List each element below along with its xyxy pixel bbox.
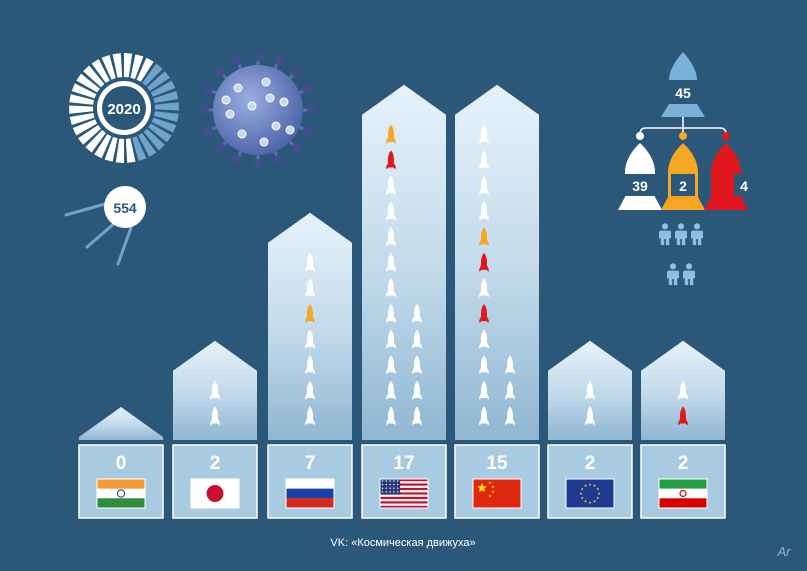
crew-icons xyxy=(659,223,703,286)
failure-rocket: 4 xyxy=(704,143,754,210)
column-japan: 2 xyxy=(172,340,258,519)
value-label-europe: 2 xyxy=(585,453,596,474)
branch-lines xyxy=(639,117,727,135)
column-europe: 2 xyxy=(547,340,633,519)
success-count: 39 xyxy=(632,178,648,194)
bar-columns: 0 2 7 17 15 2 2 xyxy=(78,84,726,519)
value-label-japan: 2 xyxy=(210,453,221,474)
bar-russia xyxy=(268,212,352,440)
footer-caption: VK: «Космическая движуха» xyxy=(330,537,475,549)
failure-count: 4 xyxy=(740,178,748,194)
author-signature: Ar xyxy=(777,544,792,559)
partial-dot xyxy=(679,132,687,140)
total-rocket: 45 xyxy=(661,52,705,117)
column-usa: 17 xyxy=(361,84,447,519)
success-rocket: 39 xyxy=(618,143,662,210)
satellite-badge: 554 xyxy=(64,186,146,266)
outcome-summary: 45 39 2 4 xyxy=(618,52,754,286)
success-dot xyxy=(636,132,644,140)
value-label-india: 0 xyxy=(116,453,127,474)
bar-usa xyxy=(362,84,446,441)
astronaut-icon xyxy=(659,223,671,246)
usa-flag-icon xyxy=(379,478,429,509)
astronaut-icon xyxy=(691,223,703,246)
column-china: 15 xyxy=(454,84,540,519)
eu-flag-icon xyxy=(565,478,615,509)
india-flag-icon xyxy=(96,478,146,509)
column-russia: 7 xyxy=(267,212,353,519)
russia-flag-icon xyxy=(285,478,335,509)
value-label-usa: 17 xyxy=(393,453,414,474)
satellites-count: 554 xyxy=(113,200,137,216)
partial-count: 2 xyxy=(679,178,687,194)
iran-flag-icon xyxy=(658,478,708,509)
column-iran: 2 xyxy=(640,340,726,519)
japan-flag-icon xyxy=(190,478,240,509)
astronaut-icon xyxy=(683,263,695,286)
value-label-russia: 7 xyxy=(305,453,316,474)
value-label-china: 15 xyxy=(486,453,508,474)
coronavirus-icon xyxy=(199,51,317,169)
china-flag-icon xyxy=(472,478,522,509)
year-sunburst-icon xyxy=(69,53,179,163)
year-badge: 2020 xyxy=(69,53,179,163)
satellite-icon xyxy=(64,202,134,266)
bar-china xyxy=(455,84,539,441)
year-label: 2020 xyxy=(107,101,140,118)
column-india: 0 xyxy=(78,407,164,519)
astronaut-icon xyxy=(675,223,687,246)
failure-dot xyxy=(722,132,730,140)
bar-india xyxy=(79,407,163,440)
astronaut-icon xyxy=(667,263,679,286)
partial-rocket: 2 xyxy=(661,143,705,210)
total-launches: 45 xyxy=(675,85,691,101)
value-label-iran: 2 xyxy=(678,453,689,474)
